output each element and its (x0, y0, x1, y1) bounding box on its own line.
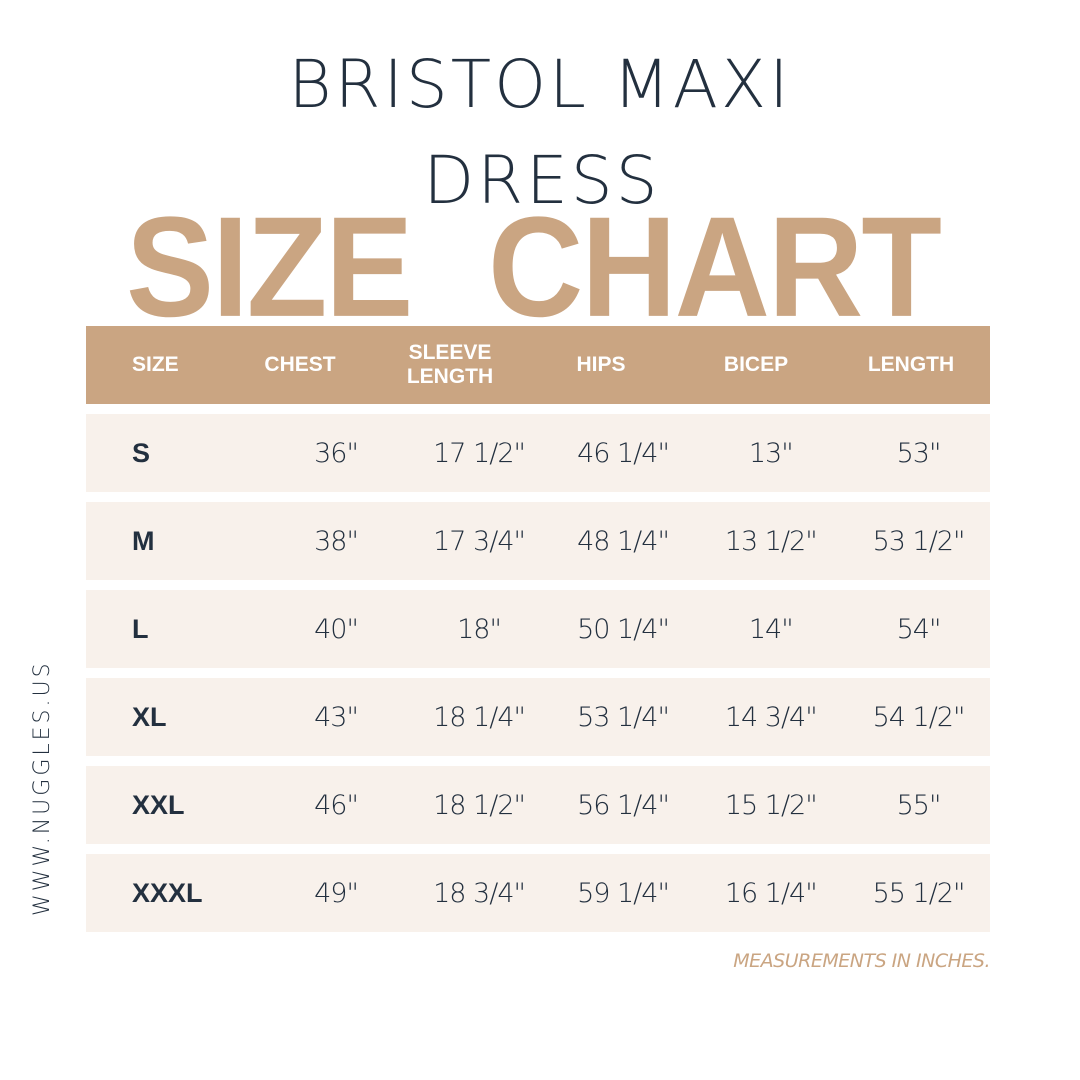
heading-word-chart: CHART (488, 187, 942, 347)
product-title-line-1: BRISTOL MAXI (288, 46, 792, 123)
cell-chest: 40" (314, 613, 359, 645)
cell-chest: 43" (314, 701, 359, 733)
table-row: XXXL 49" 18 3/4" 59 1/4" 16 1/4" 55 1/2" (86, 854, 990, 932)
header-length: LENGTH (867, 353, 955, 376)
size-table: SIZE CHEST SLEEVE LENGTH HIPS BICEP LENG… (86, 326, 990, 932)
header-hips: HIPS (576, 353, 626, 376)
cell-bicep: 13" (748, 437, 794, 469)
header-bicep: BICEP (723, 353, 789, 376)
cell-bicep: 13 1/2" (724, 525, 818, 557)
header-chest: CHEST (264, 353, 336, 376)
cell-bicep: 16 1/4" (724, 877, 818, 909)
cell-sleeve: 18 1/2" (433, 789, 526, 821)
cell-chest: 46" (314, 789, 359, 821)
cell-size: XXL (132, 789, 185, 820)
cell-size: XXXL (132, 877, 203, 908)
cell-hips: 56 1/4" (577, 789, 670, 821)
cell-length: 54" (896, 613, 942, 645)
cell-sleeve: 18" (457, 613, 502, 645)
header-size: SIZE (132, 353, 179, 376)
table-row: S 36" 17 1/2" 46 1/4" 13" 53" (86, 414, 990, 492)
cell-bicep: 14" (748, 613, 794, 645)
header-sleeve-length: SLEEVE LENGTH (374, 341, 526, 389)
table-row: L 40" 18" 50 1/4" 14" 54" (86, 590, 990, 668)
table-row: XXL 46" 18 1/2" 56 1/4" 15 1/2" 55" (86, 766, 990, 844)
cell-chest: 49" (314, 877, 359, 909)
size-chart-heading: SIZE CHART (126, 187, 956, 347)
website-url: WWW.NUGGLES.US (30, 660, 55, 916)
cell-length: 53" (896, 437, 942, 469)
cell-hips: 48 1/4" (577, 525, 670, 557)
cell-bicep: 14 3/4" (724, 701, 818, 733)
cell-sleeve: 17 1/2" (433, 437, 526, 469)
cell-size: XL (132, 701, 167, 732)
cell-hips: 50 1/4" (577, 613, 670, 645)
cell-length: 55" (896, 789, 942, 821)
cell-size: L (132, 613, 149, 644)
product-title-line-2: DRESS (423, 142, 661, 219)
header-sleeve-line-2: LENGTH (406, 365, 494, 388)
table-row: M 38" 17 3/4" 48 1/4" 13 1/2" 53 1/2" (86, 502, 990, 580)
cell-hips: 53 1/4" (577, 701, 670, 733)
cell-length: 55 1/2" (872, 877, 966, 909)
cell-bicep: 15 1/2" (724, 789, 818, 821)
cell-sleeve: 18 3/4" (433, 877, 526, 909)
cell-size: M (132, 525, 155, 556)
cell-chest: 36" (314, 437, 359, 469)
table-header: SIZE CHEST SLEEVE LENGTH HIPS BICEP LENG… (86, 326, 990, 404)
header-sleeve-line-1: SLEEVE (408, 341, 492, 364)
cell-length: 53 1/2" (872, 525, 966, 557)
cell-length: 54 1/2" (872, 701, 966, 733)
cell-size: S (132, 437, 151, 468)
table-row: XL 43" 18 1/4" 53 1/4" 14 3/4" 54 1/2" (86, 678, 990, 756)
measurements-note: MEASUREMENTS IN INCHES. (733, 950, 990, 972)
heading-word-size: SIZE (126, 187, 413, 347)
cell-chest: 38" (314, 525, 359, 557)
cell-hips: 59 1/4" (577, 877, 670, 909)
cell-hips: 46 1/4" (577, 437, 670, 469)
cell-sleeve: 17 3/4" (433, 525, 526, 557)
cell-sleeve: 18 1/4" (433, 701, 526, 733)
